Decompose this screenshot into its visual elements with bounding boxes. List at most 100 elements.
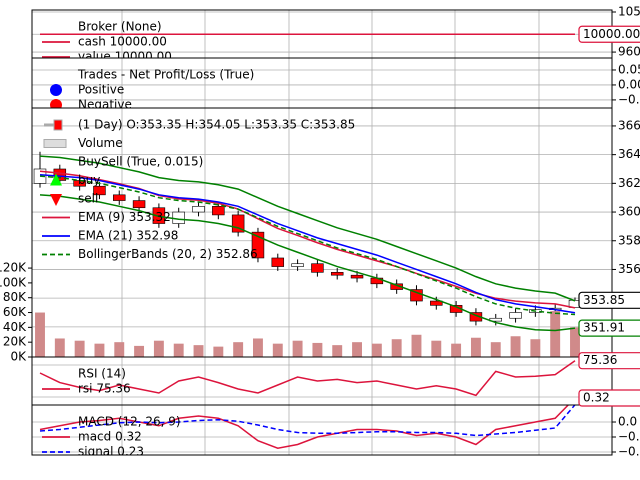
candle-body (509, 312, 522, 319)
legend-label: Negative (78, 98, 132, 112)
volume-bar (490, 342, 501, 357)
volume-bar (451, 343, 462, 357)
legend-label: macd 0.32 (78, 430, 142, 444)
line (39, 405, 570, 450)
volume-bar (134, 345, 145, 357)
volume-bar (233, 342, 244, 357)
y2-tick-label: 40K (3, 320, 27, 334)
volume-bar (431, 340, 442, 357)
band-upper (39, 155, 576, 302)
value-box-label: 351.91 (583, 321, 625, 335)
volume-bar (530, 339, 541, 357)
y-tick-label: 9600 (618, 45, 640, 59)
value-box (578, 319, 640, 337)
volume-bar (570, 327, 580, 357)
legend-label: sell (78, 192, 98, 206)
volume-bar (510, 336, 521, 357)
y-tick-label: 366 (618, 118, 640, 132)
legend-icon (50, 84, 62, 96)
legend-label: value 10000.00 (78, 50, 172, 64)
volume-bar (292, 340, 303, 357)
volume-bar (114, 342, 125, 357)
volume-bar (470, 337, 481, 357)
volume-bar (213, 346, 224, 357)
volume-bar (272, 343, 283, 357)
y2-tick-label: 120K (0, 261, 27, 275)
legend-title: Broker (None) (78, 20, 162, 34)
candle-body (271, 257, 285, 267)
line (39, 360, 576, 397)
panel: Trades - Net Profit/Loss (True)PositiveN… (32, 58, 612, 112)
volume-bar (550, 311, 561, 357)
panel: (1 Day) O:353.35 H:354.05 L:353.35 C:353… (32, 108, 612, 357)
volume-bar (35, 312, 45, 357)
value-box-label: 10000.00 (583, 27, 640, 41)
legend-title: RSI (14) (78, 367, 126, 381)
legend-icon (53, 119, 63, 131)
volume-bar (352, 342, 362, 357)
legend-icon (43, 139, 67, 148)
legend-label: Volume (78, 136, 123, 150)
volume-bar (371, 343, 382, 357)
legend-label: cash 10000.00 (78, 35, 167, 49)
volume-bar (253, 338, 263, 357)
y-tick-label: 0.05 (618, 62, 640, 76)
candle-body (192, 206, 205, 213)
line (39, 175, 576, 316)
value-box-label: 75.36 (583, 353, 617, 367)
legend-label: BollingerBands (20, 2) 352.86 (78, 247, 258, 261)
panel-frame (31, 404, 613, 456)
y-tick-label: 0.00 (618, 77, 640, 91)
candle-body (291, 263, 304, 267)
candle-body (172, 211, 185, 224)
y-tick-label: 360 (618, 205, 640, 219)
band-lower (39, 194, 576, 332)
volume-bar (94, 343, 105, 357)
y-tick-label: 364 (618, 147, 640, 161)
legend-icon (50, 173, 62, 186)
panel: RSI (14)rsi 75.36 (32, 357, 612, 405)
legend-title: BuySell (True, 0.015) (78, 155, 203, 169)
value-box (578, 25, 640, 43)
y-tick-label: −0.05 (618, 92, 640, 106)
y2-tick-label: 100K (0, 275, 27, 289)
legend-label: rsi 75.36 (78, 382, 131, 396)
volume-bar (74, 340, 85, 357)
value-box (578, 389, 640, 407)
candle-body (93, 185, 106, 196)
volume-bar (153, 340, 164, 357)
candle-body (311, 263, 324, 273)
legend-title: MACD (12, 26, 9) (78, 415, 181, 429)
candle-body (212, 206, 225, 216)
legend-label: EMA (9) 353.32 (78, 210, 171, 224)
candle-body (113, 194, 126, 201)
legend-title: Trades - Net Profit/Loss (True) (77, 68, 254, 82)
legend-label: (1 Day) O:353.35 H:354.05 L:353.35 C:353… (78, 118, 355, 132)
candle-body (132, 200, 146, 209)
y-tick-label: 358 (618, 233, 640, 247)
volume-bar (312, 342, 323, 357)
candle-body (251, 231, 265, 259)
y-tick-label: −0.2 (618, 430, 640, 444)
legend-icon (50, 99, 62, 108)
y2-tick-label: 20K (3, 335, 27, 349)
y-tick-label: −0.4 (618, 445, 640, 459)
y-tick-label: 10500 (618, 5, 640, 19)
volume-bar (411, 334, 422, 357)
legend-label: EMA (21) 352.98 (78, 229, 178, 243)
value-box (578, 291, 640, 309)
y-tick-label: 0.0 (618, 415, 637, 429)
legend-label: buy (78, 173, 100, 187)
candle-body (350, 274, 364, 279)
candle-body (53, 168, 67, 181)
volume-bar (173, 343, 184, 357)
volume-bar (332, 345, 343, 357)
line (39, 173, 576, 314)
value-box-label: 353.85 (583, 293, 625, 307)
y-tick-label: 356 (618, 262, 640, 276)
candle-body (73, 180, 86, 187)
value-box (578, 352, 640, 370)
